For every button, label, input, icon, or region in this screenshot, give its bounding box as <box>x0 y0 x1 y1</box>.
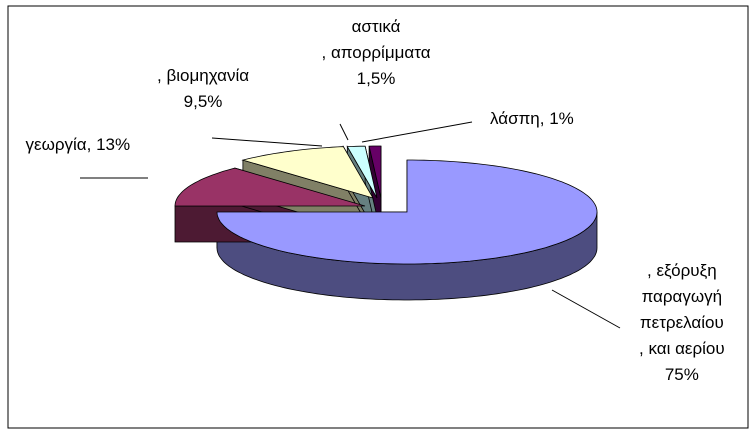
value-label: 75% <box>664 365 699 384</box>
leader-line <box>361 121 473 143</box>
leader-line <box>551 289 621 329</box>
leader-line <box>339 123 349 141</box>
leader-line <box>211 137 323 147</box>
value-label: 1,5% <box>356 69 396 88</box>
category-label: , βιομηχανία <box>157 66 250 85</box>
slice <box>241 146 374 199</box>
category-label: αστικά , απορρίμματα <box>321 17 431 62</box>
category-label: , εξόρυξη παραγωγή πετρελαίου , και αερί… <box>639 261 725 358</box>
data-label: αστικά , απορρίμματα 1,5% <box>322 14 431 92</box>
slice <box>216 159 598 265</box>
slice <box>174 167 366 207</box>
value-label: 13% <box>96 135 131 154</box>
data-label: λάσπη, 1% <box>490 106 574 132</box>
value-label: 1% <box>549 109 574 128</box>
data-label: γεωργία, 13% <box>26 132 131 158</box>
slice <box>346 145 378 199</box>
data-label: , εξόρυξη παραγωγή πετρελαίου , και αερί… <box>639 258 725 388</box>
value-label: 9,5% <box>183 92 223 111</box>
category-label: λάσπη, <box>490 109 545 128</box>
category-label: γεωργία, <box>25 135 92 154</box>
slice <box>368 145 382 199</box>
data-label: , βιομηχανία 9,5% <box>157 63 249 115</box>
